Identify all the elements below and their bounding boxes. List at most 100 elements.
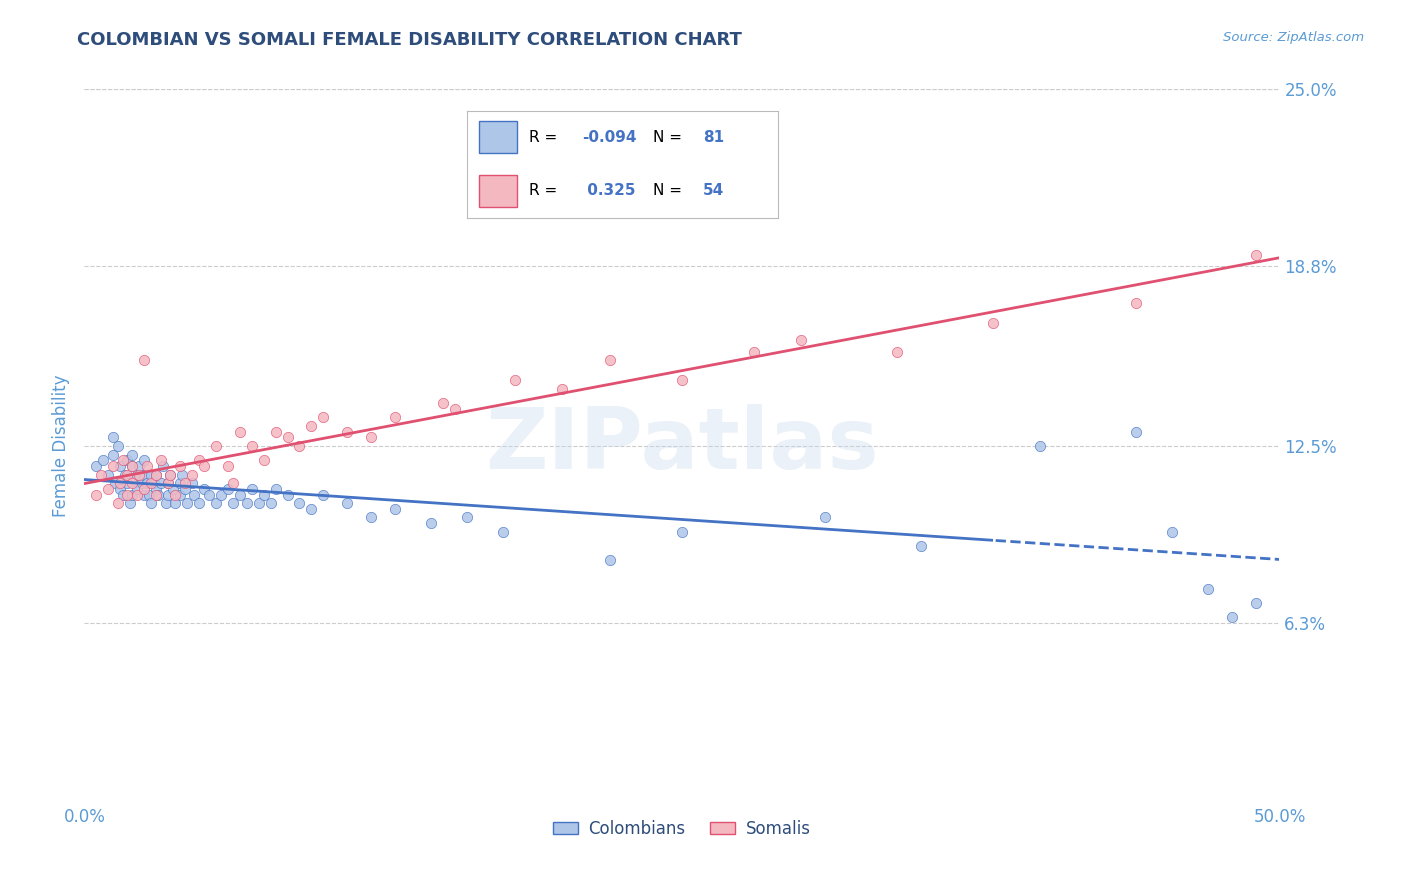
Point bbox=[312, 487, 335, 501]
Point bbox=[312, 410, 335, 425]
Point bbox=[176, 496, 198, 510]
Point bbox=[444, 401, 467, 416]
Point bbox=[360, 510, 382, 524]
Point bbox=[121, 476, 143, 491]
Point bbox=[142, 476, 165, 491]
Point bbox=[157, 487, 180, 501]
Point bbox=[264, 482, 287, 496]
Point bbox=[145, 467, 167, 482]
Point bbox=[183, 487, 205, 501]
Point bbox=[157, 476, 180, 491]
Point bbox=[814, 510, 837, 524]
Point bbox=[173, 482, 195, 496]
Point bbox=[886, 344, 908, 359]
Point bbox=[193, 458, 215, 473]
Point bbox=[1125, 425, 1147, 439]
Point bbox=[90, 467, 112, 482]
Point bbox=[253, 487, 276, 501]
Point bbox=[188, 453, 211, 467]
Point bbox=[104, 476, 127, 491]
Point bbox=[260, 496, 283, 510]
Point bbox=[671, 524, 693, 539]
Point bbox=[169, 487, 191, 501]
Point bbox=[1197, 582, 1219, 596]
Point bbox=[1220, 610, 1243, 624]
Point bbox=[1244, 596, 1267, 610]
Point bbox=[420, 516, 443, 530]
Point bbox=[107, 439, 129, 453]
Point bbox=[101, 430, 124, 444]
Point bbox=[492, 524, 515, 539]
Point bbox=[125, 467, 148, 482]
Point bbox=[336, 425, 359, 439]
Point bbox=[1161, 524, 1184, 539]
Point bbox=[132, 467, 156, 482]
Point bbox=[169, 476, 191, 491]
Point bbox=[910, 539, 932, 553]
Point bbox=[432, 396, 454, 410]
Point bbox=[181, 476, 204, 491]
Point bbox=[165, 496, 187, 510]
Point bbox=[247, 496, 270, 510]
Point bbox=[101, 458, 124, 473]
Point bbox=[197, 487, 219, 501]
Point bbox=[149, 453, 172, 467]
Point bbox=[131, 476, 153, 491]
Point bbox=[141, 476, 163, 491]
Point bbox=[117, 476, 139, 491]
Point bbox=[209, 487, 232, 501]
Point bbox=[173, 476, 195, 491]
Point bbox=[172, 467, 194, 482]
Point bbox=[111, 487, 134, 501]
Text: ZIPatlas: ZIPatlas bbox=[485, 404, 879, 488]
Point bbox=[114, 467, 136, 482]
Point bbox=[336, 496, 359, 510]
Point bbox=[110, 458, 132, 473]
Point bbox=[229, 487, 252, 501]
Point bbox=[599, 553, 621, 567]
Point bbox=[93, 453, 115, 467]
Point bbox=[503, 373, 526, 387]
Point bbox=[107, 496, 129, 510]
Point bbox=[141, 496, 163, 510]
Point bbox=[790, 334, 813, 348]
Point bbox=[135, 458, 157, 473]
Point bbox=[148, 487, 170, 501]
Point bbox=[118, 496, 141, 510]
Point bbox=[121, 448, 143, 462]
Point bbox=[145, 487, 167, 501]
Point bbox=[288, 439, 311, 453]
Point bbox=[125, 482, 148, 496]
Point bbox=[132, 482, 156, 496]
Point bbox=[253, 453, 276, 467]
Point bbox=[117, 467, 139, 482]
Point bbox=[205, 496, 228, 510]
Y-axis label: Female Disability: Female Disability bbox=[52, 375, 70, 517]
Point bbox=[384, 410, 406, 425]
Point bbox=[277, 430, 299, 444]
Point bbox=[117, 487, 139, 501]
Point bbox=[125, 487, 148, 501]
Point bbox=[165, 487, 187, 501]
Point bbox=[742, 344, 765, 359]
Point bbox=[229, 425, 252, 439]
Point bbox=[138, 487, 160, 501]
Point bbox=[236, 496, 259, 510]
Point bbox=[157, 476, 180, 491]
Point bbox=[599, 353, 621, 368]
Point bbox=[264, 425, 287, 439]
Legend: Colombians, Somalis: Colombians, Somalis bbox=[547, 814, 817, 845]
Point bbox=[141, 467, 163, 482]
Point bbox=[981, 316, 1004, 330]
Point bbox=[162, 482, 184, 496]
Point bbox=[132, 487, 156, 501]
Point bbox=[121, 487, 143, 501]
Point bbox=[121, 458, 143, 473]
Point bbox=[456, 510, 478, 524]
Point bbox=[132, 453, 156, 467]
Point bbox=[217, 458, 239, 473]
Point bbox=[188, 496, 211, 510]
Point bbox=[159, 467, 181, 482]
Point bbox=[240, 482, 263, 496]
Point bbox=[97, 482, 120, 496]
